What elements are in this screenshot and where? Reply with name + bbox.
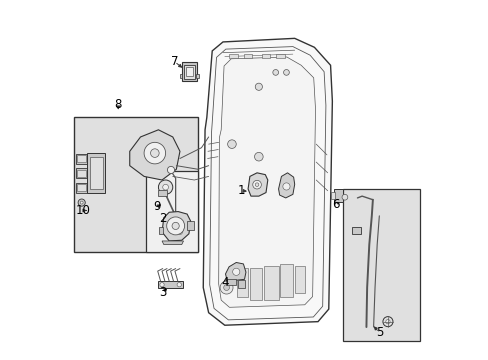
Text: 6: 6 — [331, 198, 339, 211]
Bar — [77, 184, 86, 191]
Bar — [76, 154, 87, 164]
Bar — [158, 281, 183, 288]
Bar — [351, 227, 360, 234]
Bar — [226, 279, 235, 285]
Circle shape — [272, 69, 278, 75]
Text: 5: 5 — [375, 326, 382, 339]
Circle shape — [173, 226, 186, 238]
Text: 3: 3 — [159, 287, 166, 300]
Circle shape — [223, 285, 229, 291]
Bar — [333, 189, 342, 202]
Circle shape — [282, 183, 289, 190]
Bar — [74, 117, 198, 252]
Circle shape — [255, 83, 262, 90]
Text: 4: 4 — [221, 276, 228, 289]
Bar — [76, 168, 87, 178]
Bar — [159, 226, 163, 234]
Polygon shape — [129, 130, 180, 180]
Text: 2: 2 — [159, 212, 166, 225]
Circle shape — [78, 199, 85, 206]
Polygon shape — [280, 264, 292, 297]
Circle shape — [177, 283, 181, 287]
Bar — [196, 74, 199, 78]
Polygon shape — [264, 266, 278, 300]
Polygon shape — [278, 173, 294, 198]
Bar — [183, 65, 194, 78]
Circle shape — [158, 180, 172, 194]
Circle shape — [163, 184, 168, 190]
Text: 1: 1 — [237, 184, 245, 197]
Bar — [76, 183, 87, 193]
Polygon shape — [237, 268, 247, 297]
Polygon shape — [225, 262, 245, 281]
Circle shape — [341, 194, 347, 200]
Bar — [174, 219, 183, 225]
Bar — [77, 155, 86, 162]
Polygon shape — [249, 268, 262, 300]
Polygon shape — [162, 212, 190, 241]
Bar — [238, 280, 244, 288]
Circle shape — [382, 317, 392, 327]
Text: 10: 10 — [76, 204, 90, 217]
Polygon shape — [294, 266, 305, 293]
Text: 9: 9 — [153, 201, 160, 213]
Circle shape — [172, 222, 179, 229]
Text: 7: 7 — [170, 55, 178, 68]
Polygon shape — [218, 57, 315, 307]
Bar — [276, 54, 284, 58]
Circle shape — [385, 319, 389, 324]
Polygon shape — [247, 173, 267, 196]
Bar — [185, 67, 192, 76]
Circle shape — [220, 281, 233, 294]
Text: 8: 8 — [114, 98, 122, 111]
Bar — [343, 189, 419, 341]
Bar — [179, 74, 182, 78]
Bar — [261, 54, 270, 58]
Circle shape — [166, 217, 184, 235]
Bar — [187, 221, 194, 230]
Bar — [77, 170, 86, 177]
Circle shape — [167, 166, 174, 174]
Bar — [89, 157, 103, 189]
Bar — [145, 171, 198, 252]
Bar — [330, 192, 334, 199]
Circle shape — [177, 229, 182, 234]
Bar — [244, 54, 252, 58]
Bar — [182, 62, 196, 81]
Bar — [229, 54, 238, 58]
Circle shape — [252, 180, 261, 189]
Circle shape — [232, 268, 239, 275]
Circle shape — [283, 69, 289, 75]
Circle shape — [160, 283, 164, 287]
Circle shape — [80, 201, 83, 204]
Circle shape — [254, 152, 263, 161]
Circle shape — [255, 183, 258, 186]
Circle shape — [227, 140, 236, 148]
Bar — [87, 153, 105, 193]
Bar — [158, 190, 167, 196]
Circle shape — [144, 142, 165, 164]
Polygon shape — [162, 241, 183, 244]
Circle shape — [150, 149, 159, 157]
Polygon shape — [203, 39, 332, 325]
